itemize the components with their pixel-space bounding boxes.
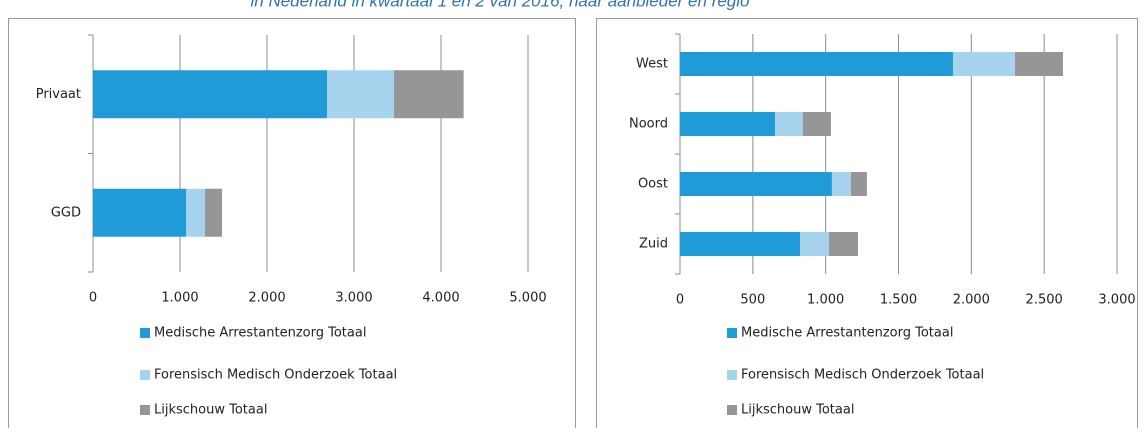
- bar-segment: [802, 112, 831, 136]
- bar-segment: [394, 70, 464, 119]
- x-tick-label: 0: [676, 293, 684, 308]
- legend-swatch: [727, 405, 737, 415]
- legend-swatch: [140, 405, 150, 415]
- bar-segment: [327, 70, 395, 119]
- x-tick-label: 500: [740, 293, 765, 308]
- legend-label: Lijkschouw Totaal: [154, 403, 267, 418]
- y-tick-label: Noord: [629, 117, 668, 132]
- bar-segment: [800, 232, 830, 256]
- bar-segment: [829, 232, 859, 256]
- y-tick-label: West: [636, 57, 668, 72]
- legend-swatch: [140, 370, 150, 380]
- x-tick-label: 3.000: [335, 291, 372, 306]
- bar-segment: [680, 112, 775, 136]
- x-tick-label: 5.000: [509, 291, 546, 306]
- y-tick-label: GGD: [51, 205, 81, 220]
- x-tick-label: 1.000: [161, 291, 198, 306]
- y-tick-label: Zuid: [639, 237, 668, 252]
- x-tick-label: 3.000: [1098, 293, 1135, 308]
- bar-segment: [774, 112, 803, 136]
- panel-frame: [8, 18, 576, 432]
- x-tick-label: 2.500: [1026, 293, 1063, 308]
- y-tick-label: Oost: [638, 177, 668, 192]
- bar-segment: [93, 188, 187, 237]
- legend-label: Forensisch Medisch Onderzoek Totaal: [154, 368, 397, 383]
- legend-label: Forensisch Medisch Onderzoek Totaal: [741, 368, 984, 383]
- legend-label: Medische Arrestantenzorg Totaal: [741, 326, 953, 341]
- bar-segment: [186, 188, 205, 237]
- bar-segment: [680, 232, 801, 256]
- legend-swatch: [140, 328, 150, 338]
- page-title: in Nederland in kwartaal 1 en 2 van 2016…: [250, 0, 749, 10]
- bar-segment: [680, 172, 832, 196]
- x-tick-label: 2.000: [248, 291, 285, 306]
- x-tick-label: 4.000: [422, 291, 459, 306]
- x-tick-label: 1.500: [880, 293, 917, 308]
- legend-label: Medische Arrestantenzorg Totaal: [154, 326, 366, 341]
- bar-segment: [680, 52, 953, 76]
- bar-segment: [204, 188, 223, 237]
- y-tick-label: Privaat: [36, 87, 81, 102]
- legend-swatch: [727, 370, 737, 380]
- legend-label: Lijkschouw Totaal: [741, 403, 854, 418]
- x-tick-label: 2.000: [953, 293, 990, 308]
- panel-frame: [596, 18, 1138, 432]
- bar-segment: [851, 172, 867, 196]
- x-tick-label: 0: [89, 291, 97, 306]
- bar-segment: [1014, 52, 1063, 76]
- bar-segment: [93, 70, 328, 119]
- x-tick-label: 1.000: [807, 293, 844, 308]
- legend-swatch: [727, 328, 737, 338]
- bar-segment: [831, 172, 852, 196]
- bar-segment: [952, 52, 1015, 76]
